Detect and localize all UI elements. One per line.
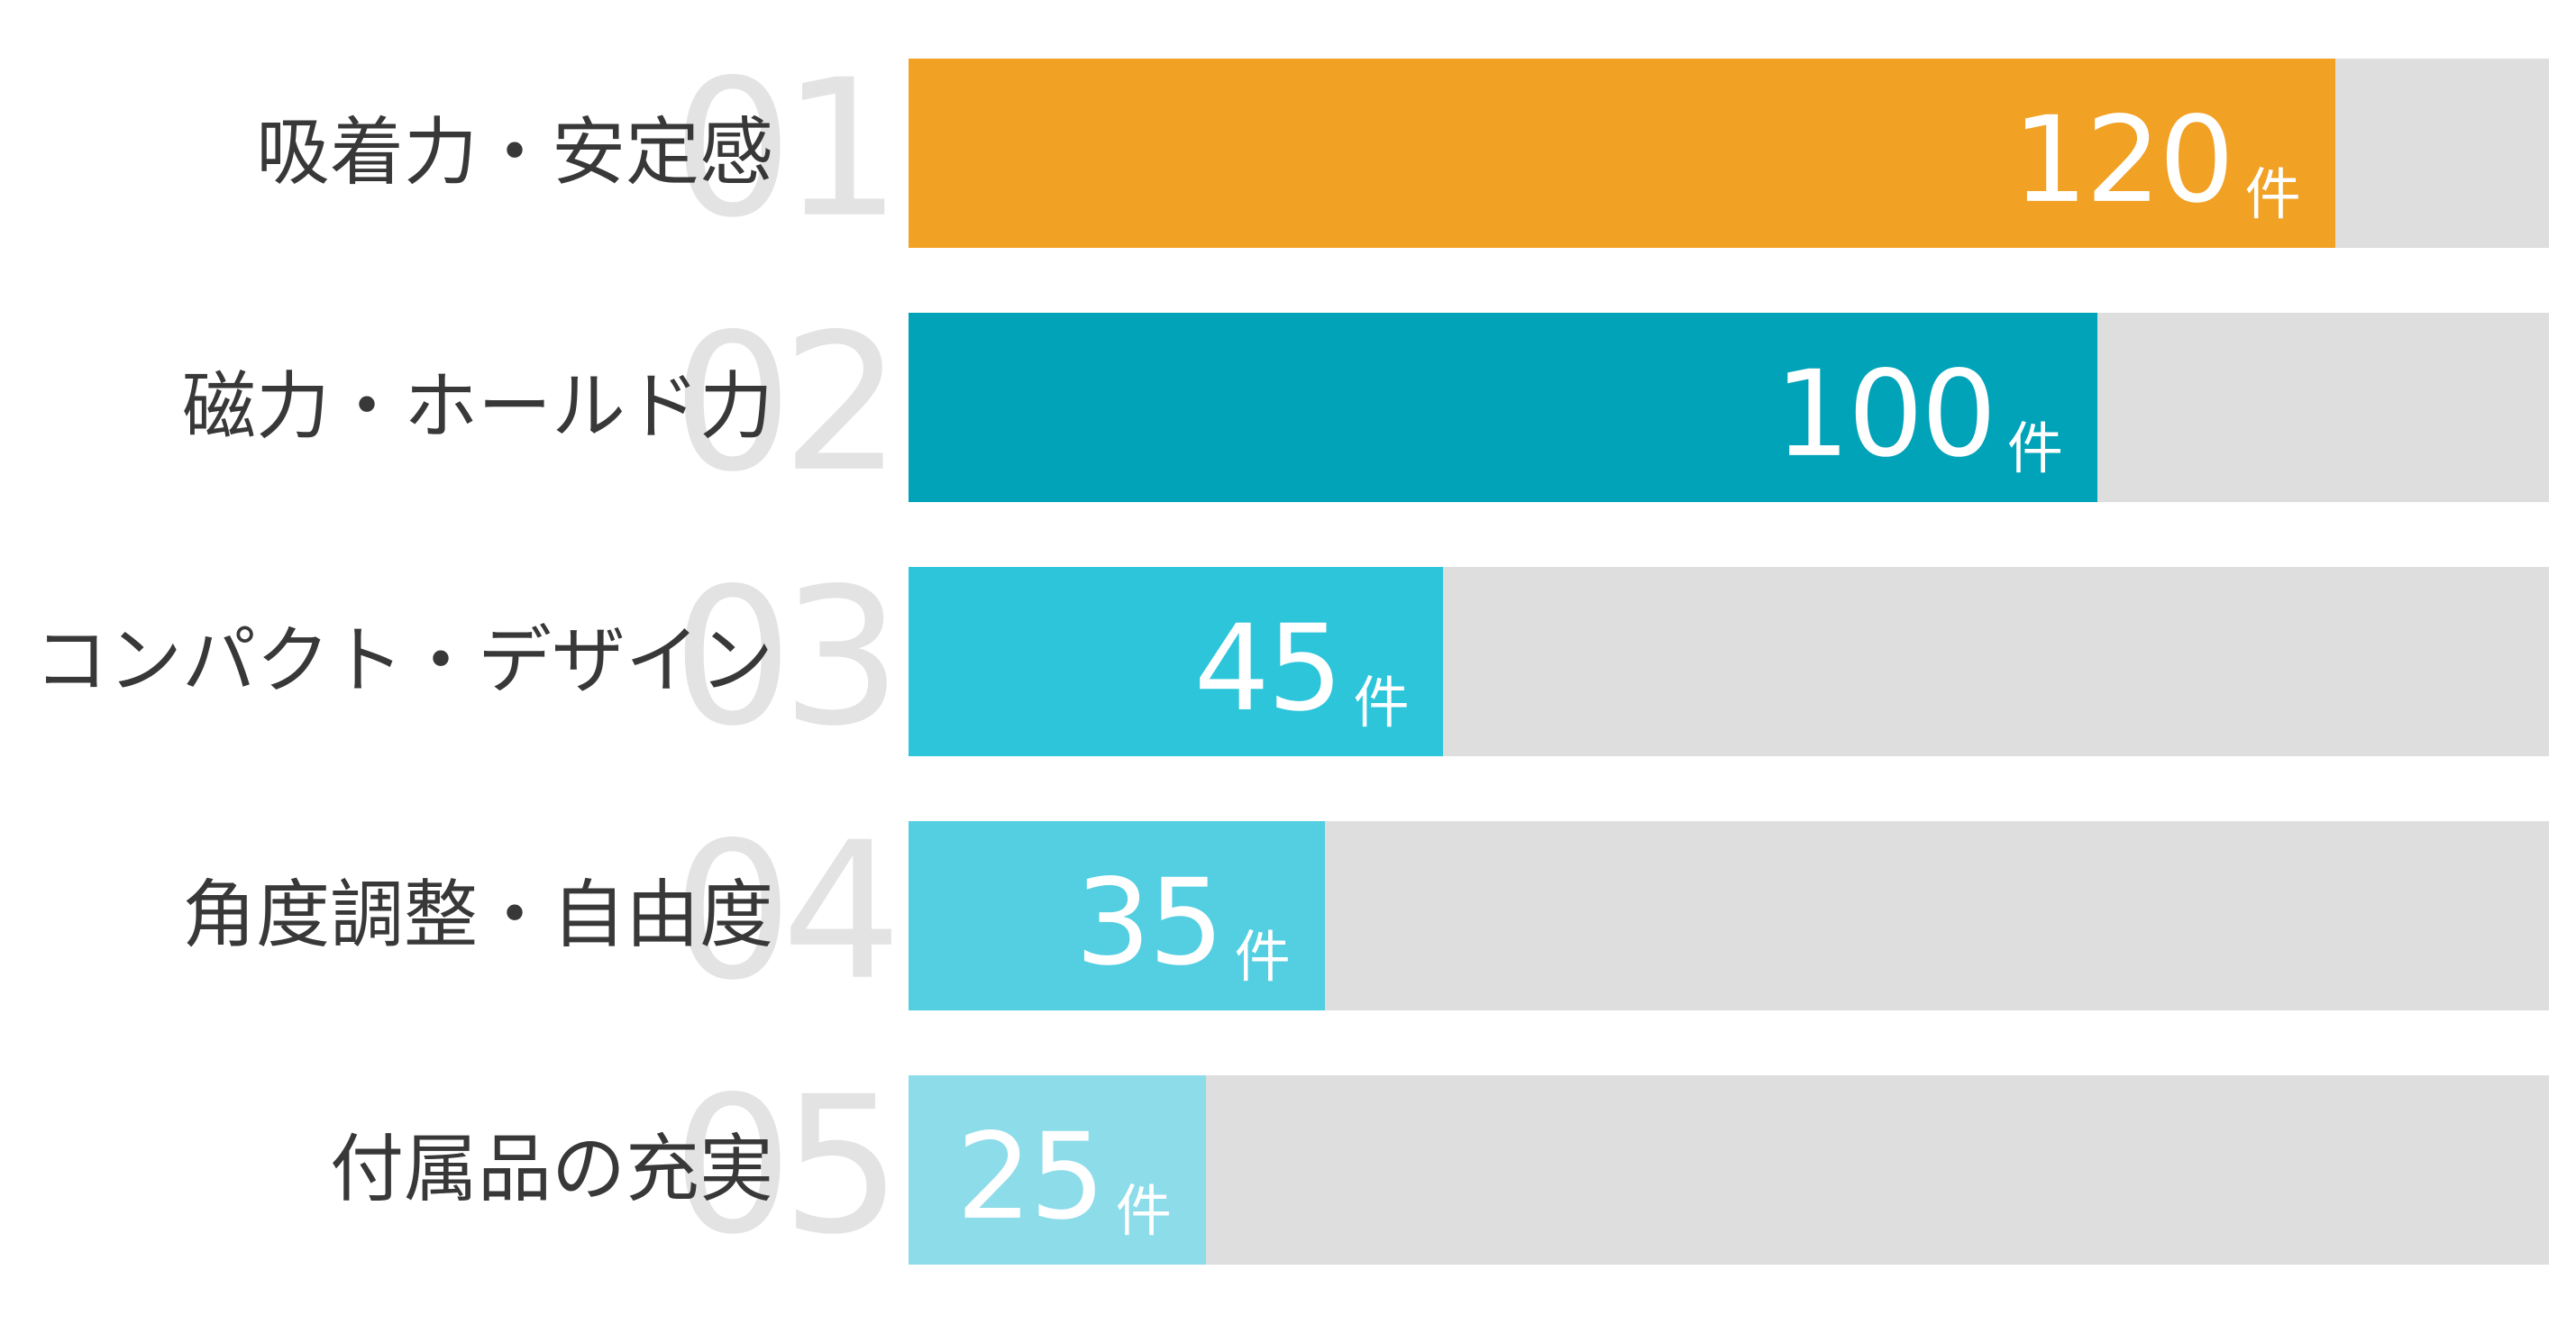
chart-row: 04 角度調整・自由度 35 件 bbox=[0, 800, 2576, 1022]
bar-unit: 件 bbox=[2244, 163, 2301, 226]
bar-value: 120 bbox=[2012, 90, 2235, 230]
bar-track: 25 件 bbox=[909, 1075, 2549, 1265]
bar-track: 35 件 bbox=[909, 821, 2549, 1010]
bar-fill: 25 件 bbox=[909, 1075, 1206, 1265]
bar-value-group: 25 件 bbox=[956, 1107, 1172, 1247]
label-zone: 04 角度調整・自由度 bbox=[0, 800, 909, 1022]
bar-unit: 件 bbox=[1234, 926, 1291, 989]
rank-number: 05 bbox=[671, 1055, 902, 1276]
rank-number: 01 bbox=[671, 38, 902, 260]
chart-row: 02 磁力・ホールド力 100 件 bbox=[0, 308, 2576, 502]
bar-fill: 35 件 bbox=[909, 821, 1325, 1010]
rank-number: 04 bbox=[671, 800, 902, 1022]
label-zone: 02 磁力・ホールド力 bbox=[0, 308, 909, 502]
label-zone: 01 吸着力・安定感 bbox=[0, 54, 909, 248]
bar-track: 100 件 bbox=[909, 313, 2549, 502]
bar-fill: 100 件 bbox=[909, 313, 2097, 502]
label-zone: 03 コンパクト・デザイン bbox=[0, 562, 909, 756]
category-label: コンパクト・デザイン bbox=[33, 619, 773, 702]
bar-value-group: 45 件 bbox=[1193, 599, 1410, 738]
bar-track: 120 件 bbox=[909, 59, 2549, 248]
bar-value: 25 bbox=[956, 1107, 1105, 1247]
category-label: 角度調整・自由度 bbox=[181, 873, 773, 956]
bar-value-group: 100 件 bbox=[1774, 344, 2063, 484]
chart-row: 03 コンパクト・デザイン 45 件 bbox=[0, 562, 2576, 756]
bar-unit: 件 bbox=[1353, 672, 1410, 735]
review-ranking-bar-chart: 01 吸着力・安定感 120 件 02 磁力・ホールド力 100 件 bbox=[0, 54, 2576, 1276]
bar-fill: 45 件 bbox=[909, 567, 1444, 756]
bar-value: 100 bbox=[1774, 344, 1997, 484]
bar-value: 35 bbox=[1074, 853, 1224, 992]
rank-number: 02 bbox=[671, 292, 902, 514]
chart-row: 01 吸着力・安定感 120 件 bbox=[0, 54, 2576, 248]
bar-unit: 件 bbox=[2006, 417, 2063, 480]
bar-unit: 件 bbox=[1115, 1180, 1172, 1243]
bar-track: 45 件 bbox=[909, 567, 2549, 756]
label-zone: 05 付属品の充実 bbox=[0, 1055, 909, 1276]
bar-value: 45 bbox=[1193, 599, 1343, 738]
category-label: 付属品の充実 bbox=[329, 1128, 773, 1211]
category-label: 吸着力・安定感 bbox=[255, 111, 773, 194]
bar-value-group: 120 件 bbox=[2012, 90, 2301, 230]
bar-fill: 120 件 bbox=[909, 59, 2335, 248]
chart-row: 05 付属品の充実 25 件 bbox=[0, 1055, 2576, 1276]
bar-value-group: 35 件 bbox=[1074, 853, 1291, 992]
category-label: 磁力・ホールド力 bbox=[181, 365, 773, 448]
rank-number: 03 bbox=[671, 546, 902, 768]
